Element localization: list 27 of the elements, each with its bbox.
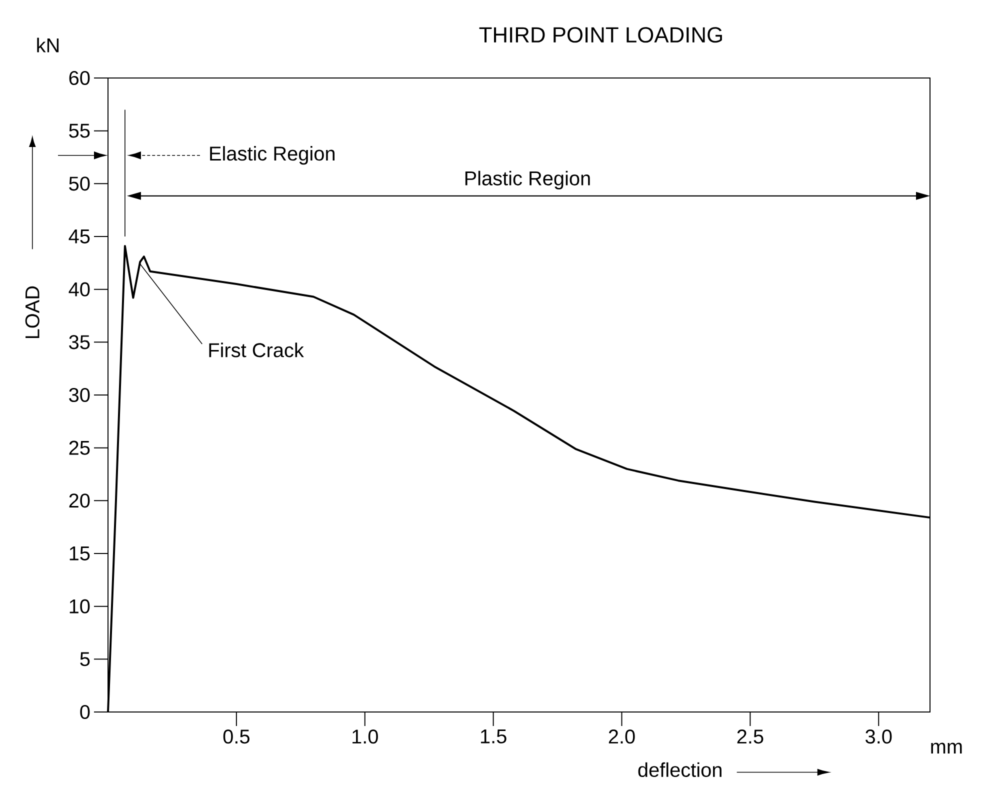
y-tick-label: 20	[69, 494, 90, 508]
text: kN	[37, 38, 59, 52]
x-tick-label: 2.0	[608, 730, 635, 744]
y-tick-label: 45	[68, 230, 90, 244]
annotation: Plastic Region	[465, 170, 590, 190]
x-axis-title: deflection	[638, 762, 722, 778]
y-tick-label: 35	[69, 335, 90, 350]
y-tick-label: 10	[70, 599, 90, 614]
x-tick-label: 3.0	[866, 730, 892, 744]
text: mm	[931, 742, 962, 754]
annotation: Elastic Region	[210, 146, 334, 165]
y-axis-title: LOAD	[25, 286, 40, 338]
y-tick-label: 15	[70, 546, 90, 560]
y-tick-label: 60	[69, 70, 90, 86]
y-tick-label: 40	[68, 282, 90, 296]
y-tick-label: 30	[69, 388, 90, 402]
x-tick-label: 1.5	[480, 730, 506, 744]
x-tick-label: 2.5	[737, 730, 764, 744]
y-tick-label: 25	[69, 440, 90, 455]
y-tick-label: 50	[69, 176, 90, 191]
y-tick-label: 55	[69, 124, 90, 138]
annotation: First Crack	[209, 342, 304, 358]
x-tick-label: 1.0	[352, 730, 378, 744]
x-tick-label: 0.5	[223, 730, 250, 744]
y-tick-label: 0	[80, 704, 90, 720]
chart-title: THIRD POINT LOADING	[479, 27, 722, 43]
y-tick-label: 5	[80, 652, 90, 666]
